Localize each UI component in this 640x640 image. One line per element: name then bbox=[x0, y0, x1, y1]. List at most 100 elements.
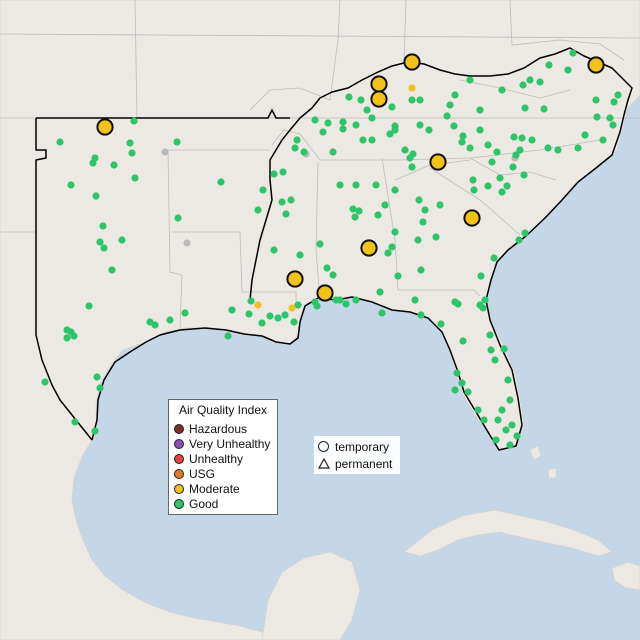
good-aqi-marker bbox=[351, 213, 359, 221]
moderate-temporary-marker bbox=[286, 270, 304, 288]
good-aqi-marker bbox=[466, 144, 474, 152]
good-aqi-marker bbox=[593, 113, 601, 121]
good-aqi-marker bbox=[266, 312, 274, 320]
legend-item-label: Unhealthy bbox=[189, 452, 244, 466]
good-aqi-marker bbox=[291, 144, 299, 152]
legend-title: Air Quality Index bbox=[178, 403, 268, 417]
good-aqi-marker bbox=[324, 119, 332, 127]
good-aqi-marker bbox=[293, 136, 301, 144]
good-aqi-marker bbox=[357, 96, 365, 104]
good-aqi-marker bbox=[67, 181, 75, 189]
good-aqi-marker bbox=[391, 186, 399, 194]
good-aqi-marker bbox=[421, 206, 429, 214]
good-aqi-marker bbox=[415, 196, 423, 204]
moderate-small-markers bbox=[254, 84, 416, 312]
good-aqi-marker bbox=[516, 146, 524, 154]
moderate-swatch-icon bbox=[174, 484, 184, 494]
permanent-label: permanent bbox=[335, 456, 393, 471]
good-aqi-marker bbox=[492, 436, 500, 444]
good-aqi-marker bbox=[599, 136, 607, 144]
good-aqi-marker bbox=[287, 196, 295, 204]
good-aqi-marker bbox=[500, 345, 508, 353]
good-aqi-marker bbox=[41, 378, 49, 386]
good-aqi-marker bbox=[126, 139, 134, 147]
good-aqi-marker bbox=[544, 144, 552, 152]
good-aqi-marker bbox=[419, 218, 427, 226]
region-outline-north bbox=[36, 108, 290, 119]
good-aqi-marker bbox=[374, 211, 382, 219]
good-aqi-marker bbox=[245, 310, 253, 318]
good-aqi-marker bbox=[313, 302, 321, 310]
good-aqi-marker bbox=[453, 369, 461, 377]
good-aqi-marker bbox=[474, 406, 482, 414]
good-aqi-marker bbox=[352, 121, 360, 129]
good-aqi-marker bbox=[518, 134, 526, 142]
good-aqi-marker bbox=[408, 163, 416, 171]
good-aqi-marker bbox=[490, 254, 498, 262]
good-aqi-marker bbox=[319, 128, 327, 136]
good-aqi-marker bbox=[381, 201, 389, 209]
good-aqi-marker bbox=[469, 176, 477, 184]
good-aqi-marker bbox=[458, 379, 466, 387]
good-aqi-marker bbox=[63, 334, 71, 342]
good-aqi-marker bbox=[363, 106, 371, 114]
good-aqi-marker bbox=[476, 106, 484, 114]
good-aqi-marker bbox=[311, 116, 319, 124]
legend-item-label: USG bbox=[189, 467, 216, 481]
good-aqi-marker bbox=[480, 416, 488, 424]
good-aqi-marker bbox=[355, 207, 363, 215]
good-aqi-marker bbox=[352, 296, 360, 304]
good-aqi-marker bbox=[130, 117, 138, 125]
good-aqi-marker bbox=[509, 163, 517, 171]
good-aqi-marker bbox=[521, 104, 529, 112]
good-aqi-marker bbox=[610, 98, 618, 106]
no-data-marker bbox=[183, 239, 191, 247]
good-aqi-marker bbox=[606, 114, 614, 122]
good-aqi-marker bbox=[454, 300, 462, 308]
good-aqi-marker bbox=[339, 118, 347, 126]
legend-item-label: Moderate bbox=[189, 482, 240, 496]
good-aqi-marker bbox=[99, 222, 107, 230]
good-aqi-marker bbox=[477, 272, 485, 280]
good-aqi-marker bbox=[279, 168, 287, 176]
legend-item-unhealthy: Unhealthy bbox=[174, 452, 243, 466]
good-aqi-marker bbox=[224, 332, 232, 340]
good-aqi-marker bbox=[498, 86, 506, 94]
good-aqi-marker bbox=[479, 304, 487, 312]
bahamas-land bbox=[529, 445, 557, 479]
temporary-label: temporary bbox=[335, 439, 390, 454]
good-aqi-marker bbox=[359, 136, 367, 144]
good-aqi-marker bbox=[502, 426, 510, 434]
legend-item-label: Hazardous bbox=[189, 422, 248, 436]
good-aqi-marker bbox=[486, 331, 494, 339]
good-aqi-marker bbox=[476, 126, 484, 134]
good-aqi-marker bbox=[108, 266, 116, 274]
cuba-land bbox=[403, 509, 613, 557]
good-aqi-marker bbox=[425, 126, 433, 134]
good-aqi-marker bbox=[450, 122, 458, 130]
good-aqi-marker bbox=[614, 91, 622, 99]
good-aqi-marker bbox=[247, 297, 255, 305]
good-aqi-marker bbox=[386, 130, 394, 138]
good-aqi-marker bbox=[510, 133, 518, 141]
good-aqi-marker bbox=[254, 206, 262, 214]
legend-item-usg: USG bbox=[174, 467, 215, 481]
unhealthy-swatch-icon bbox=[174, 454, 184, 464]
good-aqi-marker bbox=[536, 78, 544, 86]
good-aqi-marker bbox=[368, 136, 376, 144]
good-aqi-marker bbox=[89, 159, 97, 167]
good-aqi-marker bbox=[466, 76, 474, 84]
good-aqi-markers bbox=[41, 49, 622, 449]
good-aqi-marker bbox=[569, 49, 577, 57]
good-aqi-marker bbox=[488, 158, 496, 166]
good-aqi-marker bbox=[228, 306, 236, 314]
good-aqi-marker bbox=[388, 103, 396, 111]
moderate-temporary-marker bbox=[587, 56, 605, 74]
legend-item-very-unhealthy: Very Unhealthy bbox=[174, 437, 270, 451]
good-aqi-marker bbox=[504, 376, 512, 384]
good-aqi-marker bbox=[323, 264, 331, 272]
good-aqi-marker bbox=[282, 210, 290, 218]
moderate-temporary-marker bbox=[463, 209, 481, 227]
good-aqi-marker bbox=[484, 182, 492, 190]
